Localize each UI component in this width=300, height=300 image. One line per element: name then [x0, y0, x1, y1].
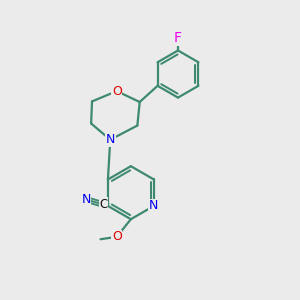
Text: C: C — [99, 198, 108, 211]
Text: F: F — [174, 31, 182, 45]
Text: N: N — [81, 193, 91, 206]
Text: N: N — [106, 133, 115, 146]
Text: N: N — [149, 200, 158, 212]
Text: O: O — [112, 85, 122, 98]
Text: O: O — [112, 230, 122, 243]
